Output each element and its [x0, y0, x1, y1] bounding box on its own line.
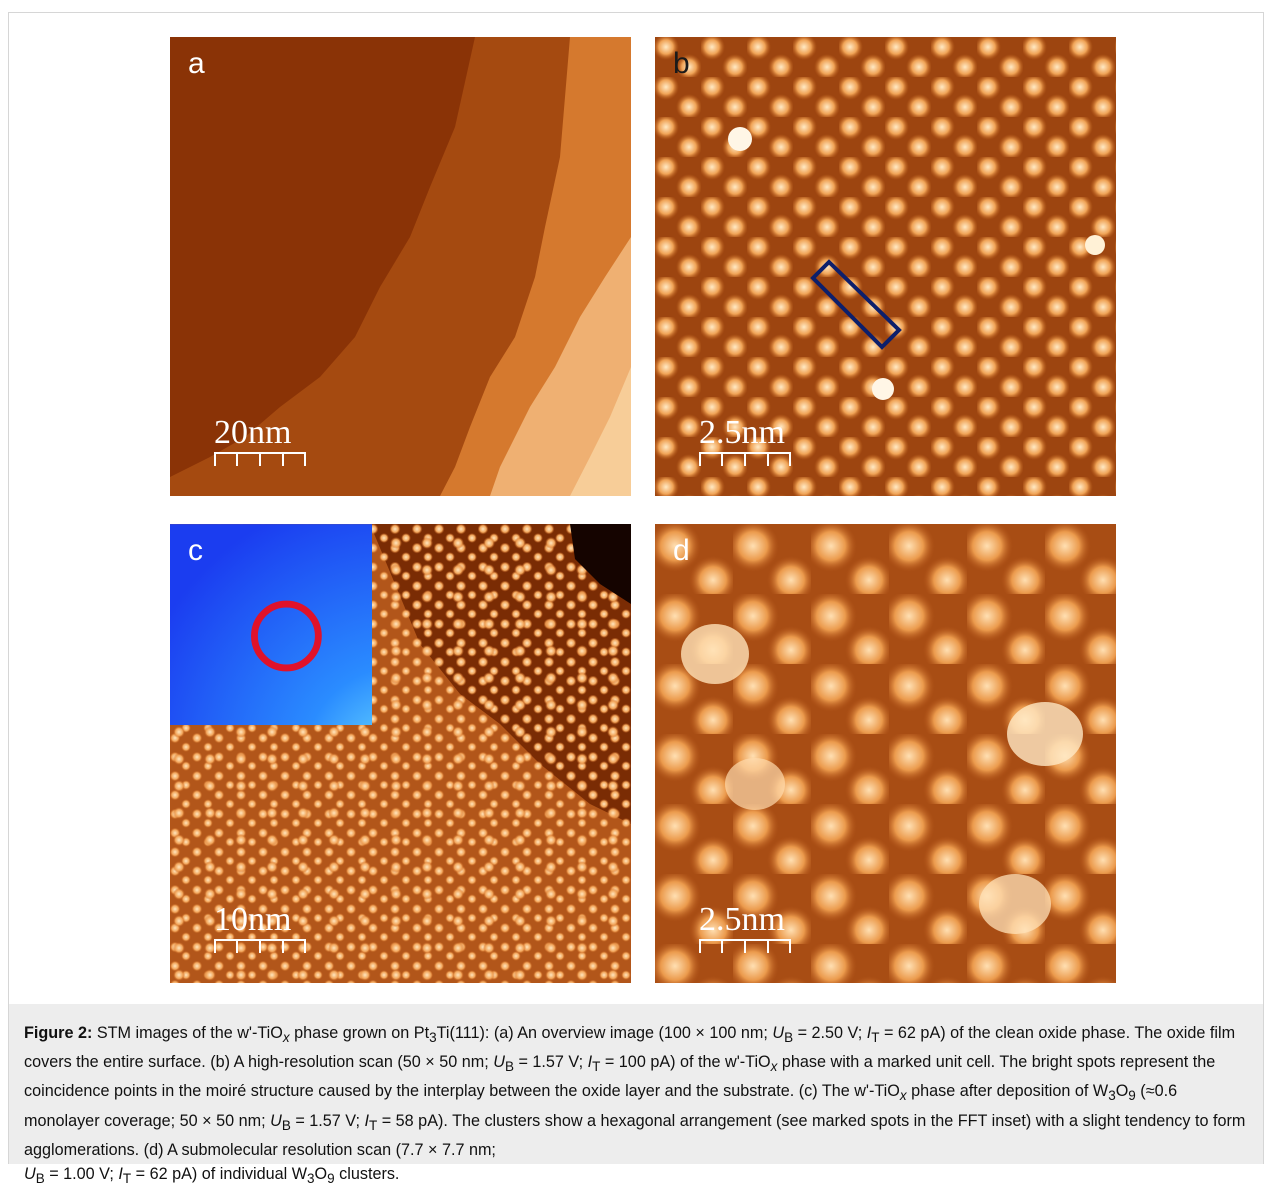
caption-sub: x [282, 1030, 290, 1046]
caption-text: phase after deposition of W [906, 1082, 1109, 1101]
caption-sub: B [35, 1171, 45, 1187]
caption-text: clusters. [334, 1164, 400, 1183]
caption-sub: 3 [429, 1030, 437, 1046]
scale-bar-label: 2.5nm [699, 901, 785, 938]
caption-text: = 58 pA). The clusters show a hexagonal … [24, 1111, 1246, 1159]
caption-sub: B [504, 1059, 514, 1075]
scale-bar: 2.5nm [699, 903, 791, 953]
caption-symbol: U [270, 1111, 282, 1130]
caption-sub: T [368, 1117, 378, 1133]
caption-text: phase with a marked unit cell. The brigh… [24, 1053, 1216, 1101]
caption-symbol: U [24, 1164, 36, 1183]
caption-symbol: U [493, 1053, 505, 1072]
caption-text: O [314, 1164, 328, 1183]
stm-panel-d: d 2.5nm [655, 524, 1116, 983]
stm-panel-b: b 2.5nm [655, 37, 1116, 496]
caption-symbol: I [587, 1053, 593, 1072]
caption-symbol: I [866, 1024, 872, 1042]
caption-text: = 62 pA) of the clean oxide phase. The o… [24, 1024, 1236, 1072]
figure-caption: Figure 2: STM images of the w'-TiOx phas… [9, 1004, 1263, 1186]
caption-text: = 1.57 V; [513, 1053, 588, 1072]
stm-submolecular-image [655, 524, 1116, 983]
stm-moire-image [655, 37, 1116, 496]
scale-bar-label: 10nm [214, 901, 292, 938]
scale-bar-ticks [214, 939, 306, 953]
scale-bar: 20nm [214, 416, 306, 466]
panel-label: b [673, 47, 690, 80]
unit-cell-marker [810, 259, 902, 350]
caption-symbol: U [772, 1024, 785, 1042]
stm-panel-a: a 20nm [170, 37, 631, 496]
scale-bar-label: 20nm [214, 414, 292, 451]
scale-bar: 2.5nm [699, 416, 791, 466]
panel-label: c [188, 534, 203, 567]
scale-bar-ticks [699, 452, 791, 466]
caption-text: = 2.50 V; [793, 1024, 867, 1042]
caption-text: (≈0.6 monolayer coverage; 50 × 50 nm; [24, 1082, 1178, 1130]
caption-text: = 100 pA) of the w'-TiO [600, 1053, 771, 1072]
caption-sub: B [281, 1117, 291, 1133]
caption-text: phase grown on Pt [289, 1024, 430, 1042]
scale-bar-ticks [699, 939, 791, 953]
caption-sub: B [784, 1030, 794, 1046]
caption-text: = 1.57 V; [290, 1111, 365, 1130]
caption-sub: x [770, 1059, 778, 1075]
caption-sub: 3 [307, 1171, 315, 1187]
caption-sub: T [871, 1030, 880, 1046]
caption-sub: 3 [1108, 1088, 1116, 1104]
caption-text: = 1.00 V; [44, 1164, 119, 1183]
caption-sub: 9 [327, 1171, 335, 1187]
fft-image [170, 524, 372, 725]
scale-bar-ticks [214, 452, 306, 466]
fft-marker [251, 600, 322, 672]
caption-sub: T [122, 1171, 132, 1187]
fft-inset [170, 524, 372, 725]
caption-text: Ti(111): (a) An overview image (100 × 10… [436, 1024, 773, 1042]
caption-symbol: I [364, 1111, 369, 1130]
caption-text: STM images of the w'-TiO [92, 1024, 283, 1042]
stm-panel-c: c 10nm [170, 524, 631, 983]
scale-bar: 10nm [214, 903, 306, 953]
caption-text: = 62 pA) of individual W [131, 1164, 308, 1183]
stm-terrace-image [170, 37, 631, 496]
panel-label: d [673, 534, 690, 567]
caption-text: O [1115, 1082, 1129, 1101]
caption-sub: T [592, 1059, 601, 1075]
caption-sub: x [899, 1088, 907, 1104]
caption-sub: 9 [1128, 1088, 1136, 1104]
scale-bar-label: 2.5nm [699, 414, 785, 451]
caption-label: Figure 2: [24, 1024, 93, 1042]
panel-label: a [188, 47, 205, 80]
